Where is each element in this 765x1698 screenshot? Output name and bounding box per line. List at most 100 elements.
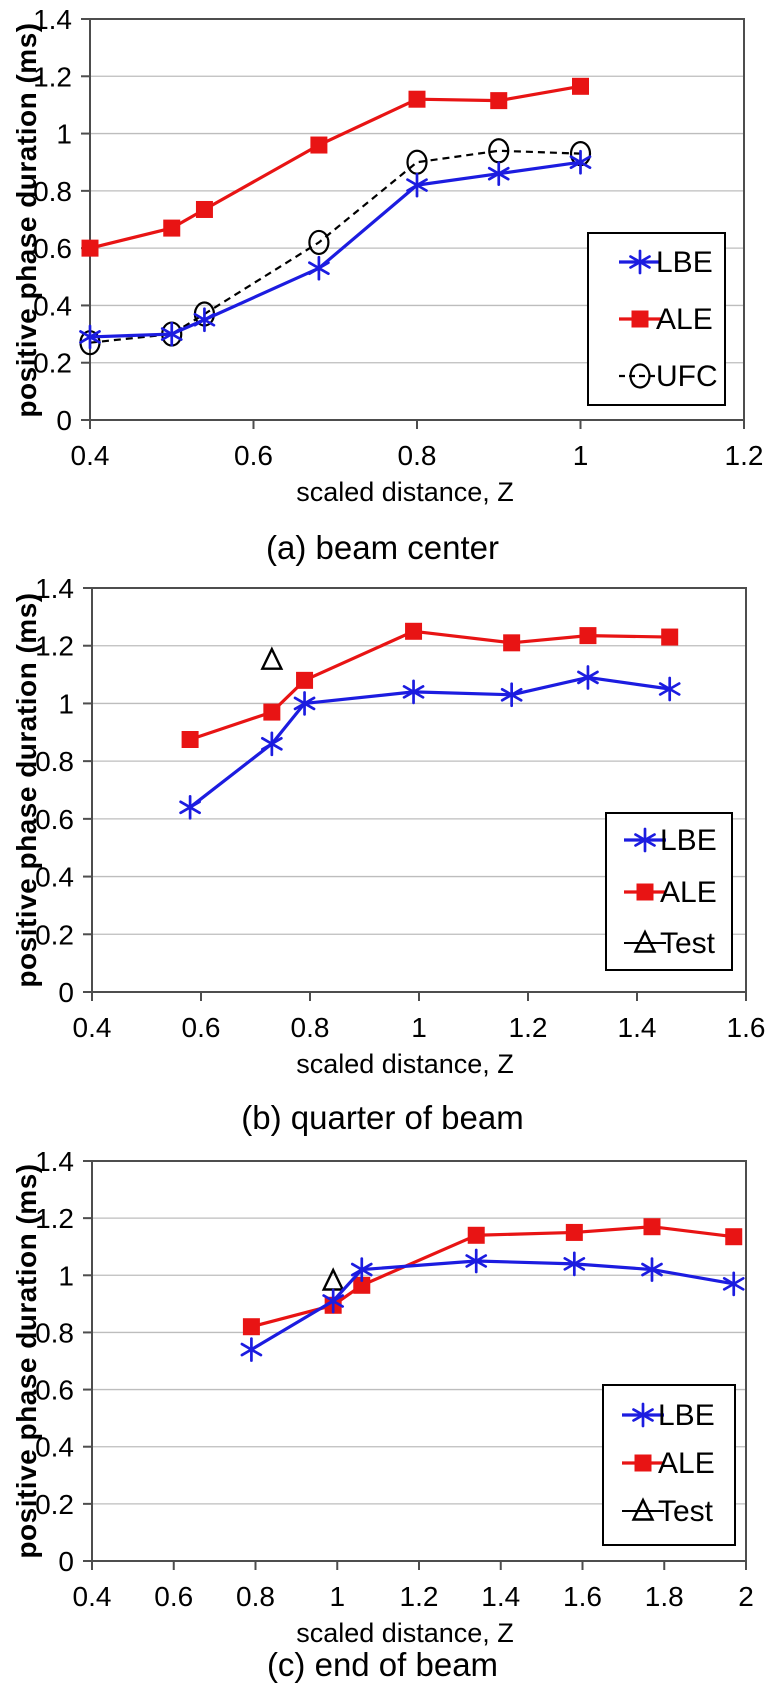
x-tick-label: 0.6	[182, 1012, 221, 1043]
marker-asterisk	[658, 676, 681, 702]
series-ALE	[181, 622, 679, 748]
x-axis-label-c: scaled distance, Z	[296, 1618, 514, 1648]
x-tick-label: 1.6	[727, 1012, 765, 1043]
marker-triangle	[260, 646, 284, 670]
legend-item-ALE: ALE	[619, 303, 713, 336]
y-axis-label-b: positive phase duration (ms)	[11, 592, 42, 988]
series-LBE	[79, 149, 592, 350]
x-tick-label: 1.4	[618, 1012, 657, 1043]
marker-square	[242, 1318, 260, 1336]
marker-square	[163, 219, 181, 237]
series-ALE	[242, 1218, 743, 1336]
y-tick-label: 1.2	[35, 631, 74, 662]
x-tick-label: 0.8	[236, 1581, 275, 1612]
marker-asterisk	[261, 731, 283, 757]
marker-square	[310, 136, 328, 154]
marker-asterisk	[193, 307, 216, 333]
x-tick-label: 1.4	[481, 1581, 520, 1612]
y-tick-label: 1.4	[35, 573, 74, 604]
marker-asterisk	[308, 255, 330, 281]
marker-asterisk	[722, 1271, 745, 1297]
legend-label-Test: Test	[660, 927, 716, 960]
y-tick-label: 0.6	[35, 1375, 74, 1406]
x-tick-label: 1.6	[563, 1581, 602, 1612]
x-tick-label: 1	[329, 1581, 345, 1612]
y-tick-label: 1	[58, 688, 74, 719]
marker-asterisk	[641, 1257, 663, 1282]
marker-square	[467, 1226, 485, 1244]
x-tick-label: 1	[573, 440, 589, 471]
y-tick-label: 0.2	[35, 1489, 74, 1520]
y-tick-label: 0	[58, 977, 74, 1008]
marker-square	[195, 200, 213, 218]
legend-label-ALE: ALE	[656, 303, 713, 336]
legend-label-ALE: ALE	[660, 876, 717, 909]
legend: LBE ALE Test	[605, 812, 733, 971]
marker-triangle	[321, 1267, 345, 1291]
marker-asterisk	[79, 324, 101, 350]
legend-label-ALE: ALE	[658, 1447, 715, 1480]
x-tick-label: 1.2	[725, 440, 764, 471]
y-tick-label: 1	[58, 1260, 74, 1291]
y-tick-label: 0	[58, 1546, 74, 1577]
legend-item-LBE: LBE	[624, 824, 717, 857]
legend-item-Test: Test	[622, 1495, 714, 1528]
y-tick-label: 0.6	[35, 804, 74, 835]
series-line-UFC	[89, 149, 581, 344]
y-tick-label: 0.4	[35, 1432, 74, 1463]
marker-asterisk	[402, 679, 425, 705]
y-tick-label: 1.4	[35, 1146, 74, 1177]
x-axis-label-b: scaled distance, Z	[296, 1049, 514, 1079]
marker-square	[725, 1228, 743, 1246]
marker-asterisk	[577, 665, 599, 690]
marker-square	[636, 883, 654, 901]
marker-square	[503, 634, 521, 652]
y-tick-label: 0.8	[35, 1317, 74, 1348]
series-Test	[321, 1267, 345, 1291]
series-line-LBE	[89, 160, 581, 339]
y-tick-label: 0.2	[35, 919, 74, 950]
y-tick-label: 1.2	[35, 1203, 74, 1234]
marker-square	[643, 1218, 661, 1236]
marker-asterisk	[322, 1288, 345, 1314]
legend: LBE ALE UFC	[587, 232, 726, 406]
x-tick-label: 2	[738, 1581, 754, 1612]
marker-asterisk	[240, 1337, 263, 1362]
x-tick-label: 1	[411, 1012, 427, 1043]
legend-label-Test: Test	[658, 1495, 714, 1528]
y-tick-label: 0.8	[33, 176, 72, 207]
panel-caption-b: (b) quarter of beam	[241, 1099, 524, 1136]
x-tick-label: 0.4	[73, 1581, 112, 1612]
marker-asterisk	[406, 172, 428, 198]
marker-square	[405, 622, 423, 640]
y-tick-label: 0.4	[33, 290, 72, 321]
legend-item-ALE: ALE	[624, 876, 717, 909]
marker-circle	[629, 363, 651, 389]
series-LBE	[179, 665, 681, 820]
marker-square	[490, 92, 508, 110]
marker-square	[579, 627, 597, 645]
marker-asterisk	[500, 682, 523, 708]
x-tick-label: 0.8	[291, 1012, 330, 1043]
x-tick-label: 0.8	[398, 440, 437, 471]
chart-panel-a: 0.4 0.6 0.8 1 1.2 0 0.2 0.4 0.6 0.8 1 1.2 1.4 LBE ALE U…	[33, 4, 763, 471]
y-tick-label: 0.6	[33, 233, 72, 264]
y-tick-label: 1.4	[33, 4, 72, 35]
y-tick-label: 0.8	[35, 746, 74, 777]
series-Test	[260, 646, 284, 670]
legend-label-UFC: UFC	[656, 360, 718, 393]
y-tick-label: 0	[56, 405, 72, 436]
marker-asterisk	[629, 249, 651, 275]
series-line-LBE	[189, 675, 670, 809]
x-tick-label: 0.4	[71, 440, 110, 471]
marker-square	[408, 90, 426, 108]
marker-square	[661, 628, 679, 646]
y-axis-label-c: positive phase duration (ms)	[11, 1163, 42, 1559]
legend-item-ALE: ALE	[622, 1447, 715, 1480]
x-tick-label: 1.8	[645, 1581, 684, 1612]
y-tick-label: 0.2	[33, 348, 72, 379]
series-ALE	[81, 77, 589, 257]
legend-label-LBE: LBE	[658, 1399, 715, 1432]
legend-item-UFC: UFC	[619, 360, 718, 393]
